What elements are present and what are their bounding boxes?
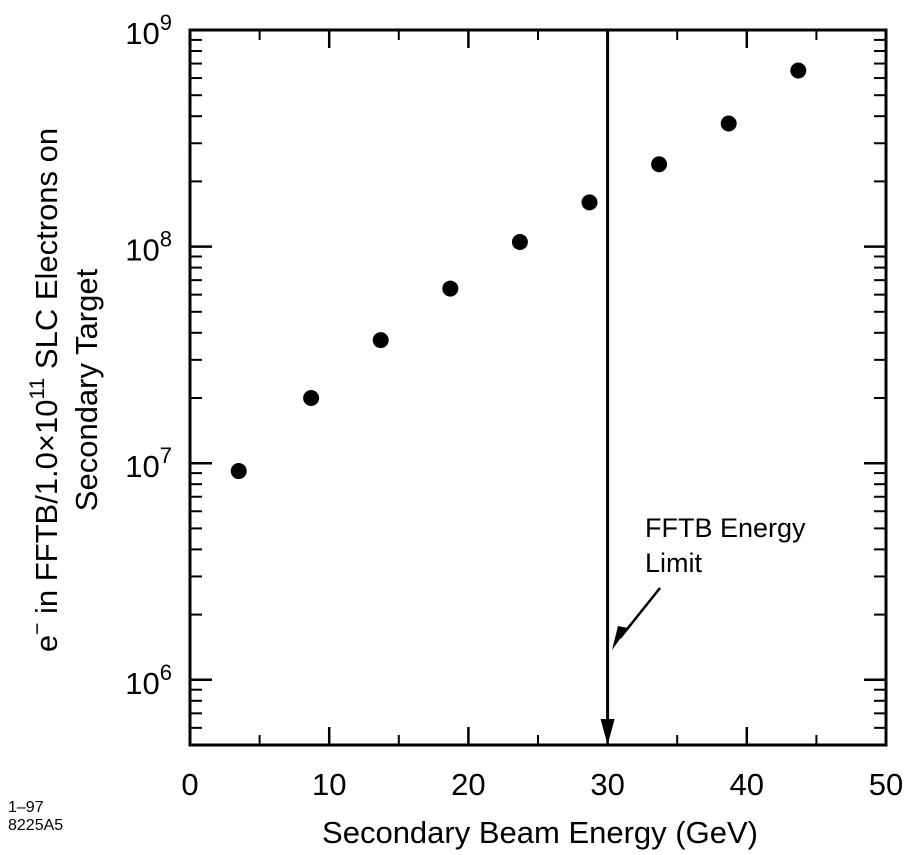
annotation-line-1: FFTB Energy [645,513,806,543]
figure-id-line-2: 8225A5 [8,817,63,834]
data-point [511,234,528,251]
x-tick-label: 30 [590,767,624,802]
y-tick-label: 108 [125,227,172,268]
data-point [720,115,737,132]
y-tick-labels: 106 107 108 109 [125,10,172,701]
y-axis-label-line-2: Secondary Target [69,268,104,511]
data-point [303,389,320,406]
x-tick-label: 50 [869,767,903,802]
y-tick-label: 109 [125,10,172,51]
x-tick-label: 40 [730,767,764,802]
figure-id-line-1: 1–97 [8,799,44,816]
data-point [581,194,598,211]
y-axis-label-line-1: e− in FFTB/1.0×1011 SLC Electrons on [26,128,64,652]
y-tick-label: 107 [125,443,172,484]
figure-id: 1–97 8225A5 [8,799,63,834]
data-point [651,156,668,173]
data-points [230,62,807,480]
data-point [230,463,247,480]
x-axis-label: Secondary Beam Energy (GeV) [322,815,758,850]
y-axis-label: e− in FFTB/1.0×1011 SLC Electrons on Sec… [26,128,104,652]
x-tick-labels: 0 10 20 30 40 50 [181,767,903,802]
energy-limit-arrowhead [600,719,615,745]
x-tick-label: 10 [312,767,346,802]
data-point [372,332,389,349]
x-tick-label: 0 [181,767,198,802]
annotation: FFTB Energy Limit [612,513,806,650]
data-point [790,62,807,79]
data-point [442,280,459,297]
major-ticks [188,28,888,745]
annotation-line-2: Limit [645,548,703,578]
plot-frame [188,28,888,747]
limit-line-group [600,30,615,745]
y-tick-label: 106 [125,660,172,701]
annotation-arrowhead [612,626,628,650]
minor-ticks [190,30,886,746]
x-tick-label: 20 [451,767,485,802]
